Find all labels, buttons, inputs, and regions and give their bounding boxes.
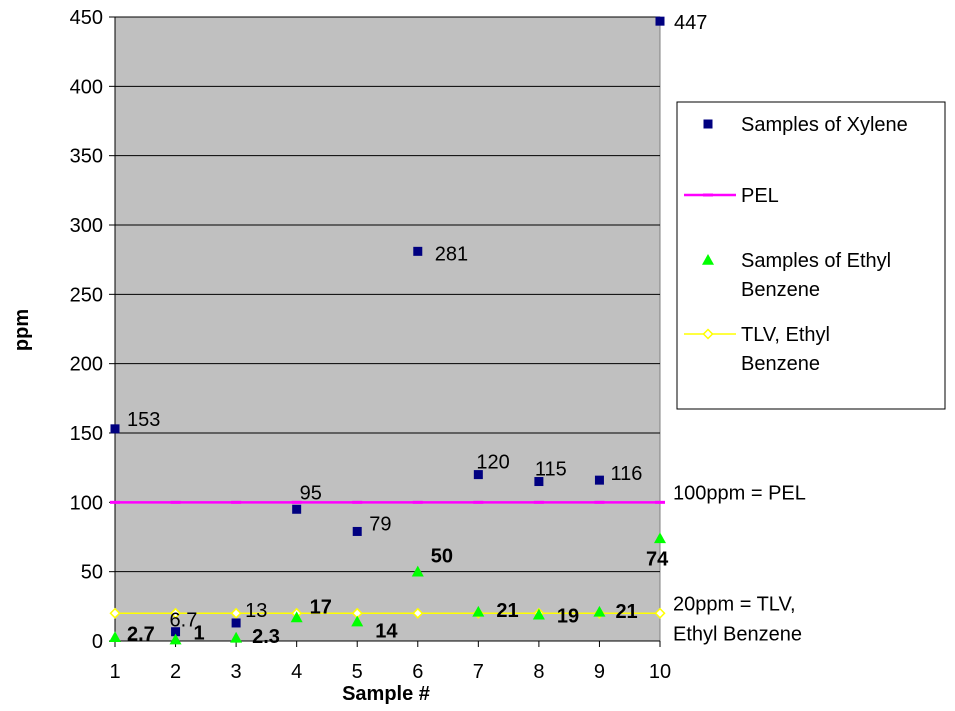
xylene-point (292, 504, 302, 514)
ethyl-benzene-data-label: 1 (194, 623, 205, 645)
x-tick-label: 9 (594, 661, 605, 683)
x-tick-label: 4 (291, 661, 302, 683)
ethyl-benzene-point (230, 631, 243, 643)
xylene-point (171, 627, 181, 637)
annotation-line: Ethyl Benzene (673, 623, 802, 645)
y-tick-label: 150 (70, 423, 103, 445)
x-tick-label: 8 (533, 661, 544, 683)
x-tick-label: 2 (170, 661, 181, 683)
plot-area (114, 16, 661, 642)
ethyl-benzene-data-label: 19 (557, 606, 579, 628)
ethyl-benzene-point (290, 611, 303, 623)
annotations: 100ppm = PEL 20ppm = TLV, Ethyl Benzene (673, 482, 806, 645)
legend-label-line: Samples of Xylene (741, 114, 908, 136)
ethyl-benzene-point (472, 605, 485, 617)
xylene-data-label: 115 (535, 459, 567, 481)
ethyl-benzene-point (109, 631, 121, 643)
xylene-data-label: 13 (245, 600, 267, 622)
ethyl-benzene-point (411, 565, 424, 577)
ethyl-benzene-point (169, 633, 182, 645)
ethyl-benzene-point (351, 615, 364, 627)
xylene-data-label: 153 (127, 409, 160, 431)
x-tick-label: 6 (412, 661, 423, 683)
legend-label-line: Benzene (741, 353, 820, 375)
xylene-point (352, 526, 362, 536)
xylene-point (594, 475, 604, 485)
plot-background (114, 16, 661, 642)
legend-ethyl-benzene-symbol (702, 254, 714, 265)
x-tick-label: 1 (109, 661, 120, 683)
legend-box (676, 101, 946, 410)
tlv-diamond-marker (412, 607, 424, 619)
data-labels: 153 6.7 13 95 79 281 120 115 116 447 2.7 1 2.3 17 14 50… (127, 12, 707, 648)
y-tick-label: 350 (70, 146, 103, 168)
y-tick-label: 300 (70, 215, 103, 237)
x-tick-label: 3 (231, 661, 242, 683)
ethyl-benzene-data-label: 21 (615, 601, 637, 623)
xylene-point (655, 16, 665, 26)
legend-label-line: PEL (741, 185, 779, 207)
xylene-data-label: 95 (300, 482, 322, 504)
xylene-point (534, 477, 544, 487)
xylene-data-label: 447 (674, 12, 707, 34)
legend-label: PEL (741, 185, 779, 207)
ethyl-benzene-data-label: 2.3 (252, 626, 280, 648)
legend-label: TLV, Ethyl Benzene (741, 324, 830, 375)
xylene-data-label: 281 (435, 243, 468, 265)
ethyl-benzene-data-label: 74 (646, 548, 669, 570)
annotation-line: 100ppm = PEL (673, 482, 806, 504)
y-axis-title: ppm (11, 309, 33, 351)
x-axis-title: Sample # (342, 683, 430, 705)
legend-label-line: Samples of Ethyl (741, 250, 891, 272)
ethyl-benzene-point (532, 608, 545, 620)
tlv-diamond-marker (169, 607, 182, 619)
xylene-point (231, 618, 241, 628)
ethyl-benzene-data-label: 14 (375, 621, 398, 643)
reference-annotation: 20ppm = TLV, Ethyl Benzene (673, 593, 802, 645)
y-tick-label: 450 (70, 7, 103, 29)
xylene-point (413, 246, 423, 256)
ethyl-benzene-point (654, 532, 666, 544)
legend: Samples of Xylene PEL Samples of Ethyl Benz… (676, 101, 946, 410)
y-tick-label: 100 (70, 492, 103, 514)
ethyl-benzene-data-label: 50 (431, 546, 453, 568)
legend-label: Samples of Ethyl Benzene (741, 250, 891, 301)
xylene-data-label: 6.7 (170, 610, 198, 632)
x-tick-label: 10 (649, 661, 671, 683)
legend-tlv-marker (702, 328, 714, 340)
xylene-point (473, 470, 483, 480)
ethyl-benzene-data-label: 17 (310, 596, 332, 618)
x-tick-label: 5 (352, 661, 363, 683)
legend-xylene-symbol (703, 119, 713, 129)
x-tick-label: 7 (473, 661, 484, 683)
xylene-point (110, 424, 120, 434)
y-tick-label: 50 (81, 562, 103, 584)
tlv-diamond-marker (230, 607, 242, 619)
legend-label: Samples of Xylene (741, 114, 908, 136)
legend-label-line: TLV, Ethyl (741, 324, 830, 346)
y-tick-label: 200 (70, 354, 103, 376)
xylene-data-label: 120 (476, 452, 509, 474)
y-tick-label: 400 (70, 76, 103, 98)
y-tick-label: 250 (70, 284, 103, 306)
xylene-data-label: 116 (610, 463, 642, 485)
tlv-diamond-marker (109, 607, 121, 619)
series-marks (109, 16, 666, 645)
tlv-diamond-marker (654, 607, 666, 619)
reference-annotation: 100ppm = PEL (673, 482, 806, 504)
ethyl-benzene-data-label: 21 (496, 600, 518, 622)
ethyl-benzene-point (593, 605, 606, 617)
xylene-data-label: 79 (369, 513, 391, 535)
ethyl-benzene-data-label: 2.7 (127, 623, 155, 645)
annotation-line: 20ppm = TLV, (673, 593, 796, 615)
legend-label-line: Benzene (741, 279, 820, 301)
y-tick-label: 0 (92, 631, 103, 653)
